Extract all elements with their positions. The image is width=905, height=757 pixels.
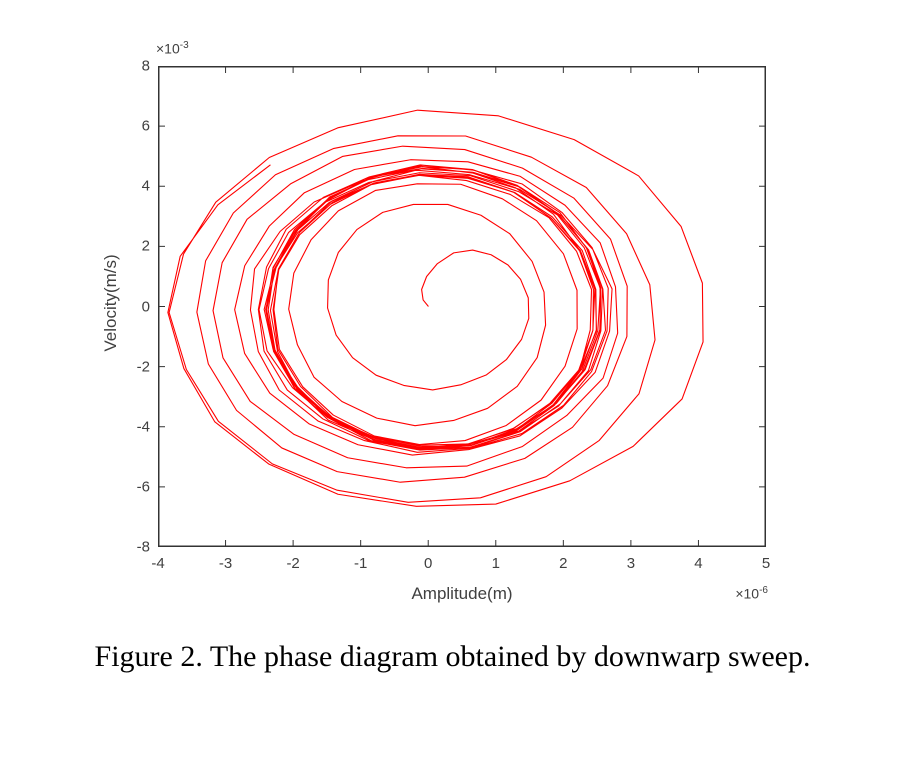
x-tick-label: 3 — [626, 555, 636, 572]
y-tick-label: -4 — [136, 418, 150, 436]
phase-trajectory-line — [167, 109, 704, 507]
x-tick-label: -4 — [151, 555, 165, 572]
x-axis-exponent: ×10-6 — [158, 585, 768, 602]
x-tick-label: -1 — [353, 555, 368, 572]
y-axis-label: Velocity(m/s) — [101, 254, 120, 352]
plot-box — [158, 66, 766, 547]
x-axis-label: Amplitude(m) — [411, 584, 513, 603]
phase-trajectory-canvas — [158, 66, 766, 547]
x-tick-label: 1 — [491, 555, 500, 572]
y-tick-label: -6 — [136, 478, 150, 496]
y-axis-exponent: ×10-3 — [156, 40, 189, 57]
x-tick-label: 4 — [694, 555, 703, 572]
axes-border — [158, 66, 766, 547]
x-tick-label: 2 — [559, 555, 568, 572]
y-tick-label: 8 — [141, 57, 150, 75]
figure-caption: Figure 2. The phase diagram obtained by … — [94, 640, 811, 673]
x-tick-label: 0 — [424, 555, 433, 572]
x-tick-label: -3 — [218, 555, 233, 572]
x-tick-label: -2 — [286, 555, 300, 572]
y-tick-label: -8 — [136, 538, 150, 556]
y-tick-label: 0 — [141, 298, 150, 315]
y-exponent-sup: -3 — [179, 40, 189, 51]
x-exponent-sup: -6 — [759, 585, 768, 596]
y-tick-label: 2 — [141, 237, 150, 255]
x-exponent-prefix: ×10 — [735, 585, 760, 602]
y-tick-label: 6 — [141, 117, 150, 135]
y-exponent-prefix: ×10 — [156, 40, 180, 57]
phase-diagram-plot: -4 -3 -2 -1 0 1 2 3 4 5 8 6 4 2 0 -2 -4 -6 -8 Amplitude(m)… — [101, 40, 771, 603]
y-tick-label: 4 — [141, 177, 150, 195]
y-tick-label: -2 — [136, 358, 150, 376]
x-tick-label: 5 — [761, 555, 771, 572]
